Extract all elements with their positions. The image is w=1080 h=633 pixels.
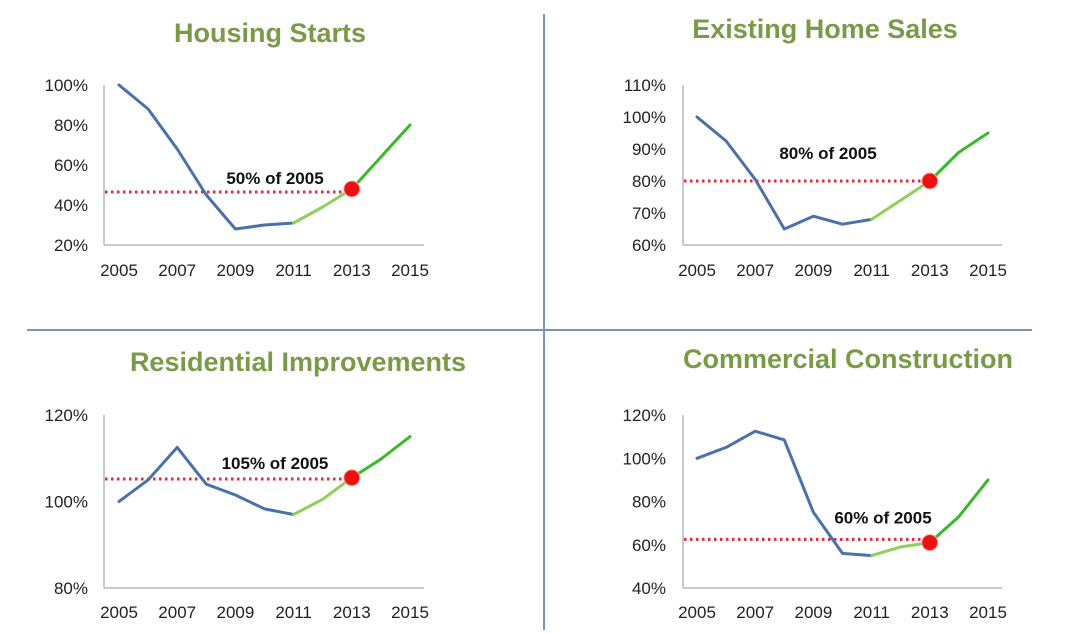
x-tick-label: 2005 xyxy=(678,603,716,622)
marker-dot xyxy=(921,534,939,552)
y-tick-label: 100% xyxy=(623,108,666,127)
y-tick-label: 70% xyxy=(632,204,666,223)
x-tick-label: 2015 xyxy=(391,261,429,280)
x-tick-label: 2013 xyxy=(333,261,371,280)
x-tick-label: 2005 xyxy=(100,603,138,622)
x-tick-label: 2007 xyxy=(736,261,774,280)
y-tick-label: 60% xyxy=(54,156,88,175)
y-tick-label: 100% xyxy=(45,76,88,95)
annotation-label: 80% of 2005 xyxy=(779,144,876,163)
x-tick-label: 2007 xyxy=(158,603,196,622)
x-tick-label: 2011 xyxy=(275,261,312,280)
x-tick-label: 2013 xyxy=(911,261,949,280)
chart-panel-1: Housing Starts 100% 80% 60% 40% 20% 2005 2007 20… xyxy=(45,18,429,280)
x-tick-label: 2011 xyxy=(275,603,312,622)
y-tick-label: 100% xyxy=(623,449,666,468)
y-tick-label: 90% xyxy=(632,140,666,159)
series-line-historical xyxy=(695,115,874,231)
y-tick-label: 40% xyxy=(54,196,88,215)
y-tick-label: 20% xyxy=(54,236,88,255)
y-tick-label: 80% xyxy=(54,579,88,598)
y-tick-label: 100% xyxy=(45,493,88,512)
x-tick-label: 2013 xyxy=(333,603,371,622)
x-tick-label: 2009 xyxy=(216,603,254,622)
series-line-forecast xyxy=(350,435,412,480)
x-tick-label: 2007 xyxy=(736,603,774,622)
y-tick-label: 120% xyxy=(45,406,88,425)
x-tick-label: 2011 xyxy=(853,603,890,622)
series-line-recovery xyxy=(292,476,354,516)
series-line-forecast xyxy=(928,478,990,545)
chart-title: Residential Improvements xyxy=(130,347,466,377)
annotation-label: 60% of 2005 xyxy=(834,508,931,527)
y-tick-label: 60% xyxy=(632,236,666,255)
x-tick-label: 2009 xyxy=(794,603,832,622)
marker-dot xyxy=(343,180,361,198)
series-line-recovery xyxy=(292,187,354,225)
x-tick-label: 2015 xyxy=(969,603,1007,622)
x-tick-label: 2005 xyxy=(100,261,138,280)
series-line-historical xyxy=(117,83,296,231)
x-tick-label: 2011 xyxy=(853,261,890,280)
chart-panel-4: Commercial Construction 120% 100% 80% 60% 40%… xyxy=(623,344,1014,622)
x-tick-label: 2007 xyxy=(158,261,196,280)
chart-panel-2: Existing Home Sales 110% 100% 90% 80% 70% 60% 2… xyxy=(623,14,1007,280)
x-tick-label: 2009 xyxy=(216,261,254,280)
x-tick-label: 2013 xyxy=(911,603,949,622)
x-tick-label: 2009 xyxy=(794,261,832,280)
series-line-recovery xyxy=(870,179,932,221)
chart-title: Housing Starts xyxy=(174,18,366,48)
y-tick-label: 80% xyxy=(632,493,666,512)
y-tick-label: 120% xyxy=(623,406,666,425)
y-tick-label: 40% xyxy=(632,579,666,598)
chart-title: Existing Home Sales xyxy=(692,14,958,44)
x-tick-label: 2015 xyxy=(391,603,429,622)
x-tick-label: 2005 xyxy=(678,261,716,280)
series-line-historical xyxy=(117,445,296,516)
y-tick-label: 60% xyxy=(632,536,666,555)
chart-panel-3: Residential Improvements 120% 100% 80% 2005 2… xyxy=(45,347,467,622)
y-tick-label: 110% xyxy=(624,76,666,95)
series-line-forecast xyxy=(350,123,412,191)
annotation-label: 105% of 2005 xyxy=(222,454,329,473)
y-tick-label: 80% xyxy=(632,172,666,191)
x-tick-label: 2015 xyxy=(969,261,1007,280)
marker-dot xyxy=(921,172,939,190)
marker-dot xyxy=(343,469,361,487)
series-line-forecast xyxy=(928,131,990,183)
series-line-recovery xyxy=(870,541,932,558)
y-tick-label: 80% xyxy=(54,116,88,135)
annotation-label: 50% of 2005 xyxy=(226,169,323,188)
chart-title: Commercial Construction xyxy=(683,344,1013,374)
series-line-historical xyxy=(695,429,874,558)
